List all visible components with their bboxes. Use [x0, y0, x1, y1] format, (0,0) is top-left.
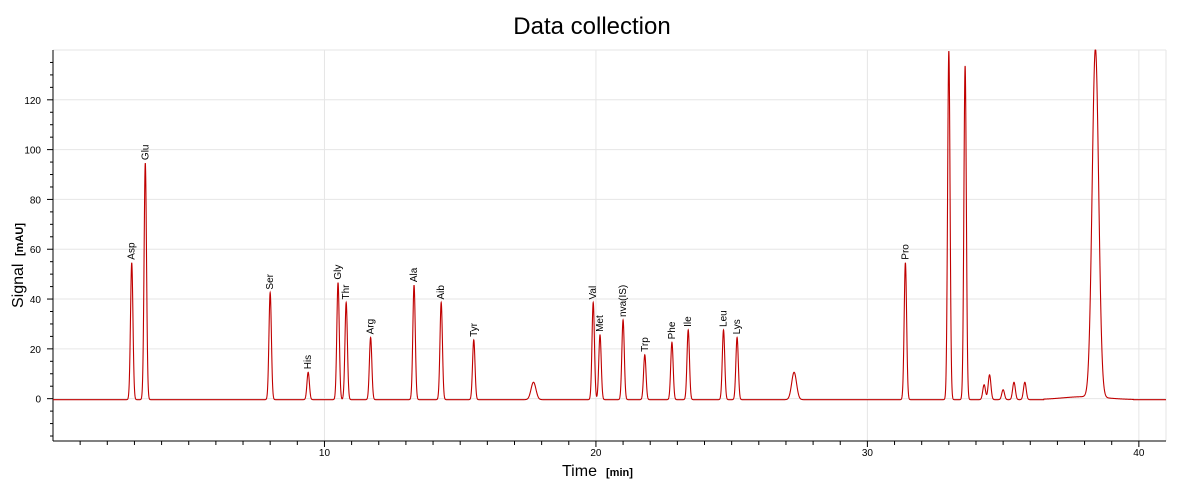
chart-title: Data collection — [513, 13, 670, 40]
signal-trace-group — [53, 49, 1166, 401]
peak-label: Lys — [732, 319, 743, 334]
peak-label: Aib — [436, 285, 447, 300]
peak-label: Met — [595, 315, 606, 332]
x-axis-title: Time [min] — [562, 463, 633, 480]
y-tick-label: 0 — [35, 395, 41, 406]
y-tick-label: 100 — [24, 146, 41, 157]
peak-label: Val — [588, 286, 599, 300]
x-tick-label: 20 — [590, 448, 602, 459]
peak-label: His — [303, 355, 314, 369]
x-tick-label: 30 — [862, 448, 874, 459]
peak-label: Ile — [683, 316, 694, 327]
grid — [53, 49, 1167, 441]
peak-label: Gly — [333, 265, 344, 280]
x-tick-label: 40 — [1133, 448, 1145, 459]
y-tick-label: 20 — [30, 345, 42, 356]
peak-label: Thr — [341, 284, 352, 300]
axes — [52, 50, 1166, 442]
tick-labels: 10 20 30 40 0 20 40 60 80 100 120 — [24, 61, 1145, 459]
peak-label: Ser — [265, 273, 276, 289]
peak-label: nva(IS) — [618, 285, 629, 317]
peak-labels: Asp Glu Ser His Gly Thr Arg Ala Aib Tyr Val Met nva(… — [127, 145, 912, 370]
peak-label: Glu — [140, 145, 151, 161]
y-tick-label: 80 — [30, 195, 42, 206]
peak-label: Tyr — [469, 322, 480, 337]
signal-trace — [53, 49, 1166, 401]
y-tick-label: 60 — [30, 245, 42, 256]
y-axis-unit: [mAU] — [14, 223, 26, 256]
y-axis-title: Signal [mAU] — [10, 223, 27, 308]
x-tick-label: 10 — [319, 448, 331, 459]
x-axis-label: Time — [562, 463, 597, 480]
peak-label: Arg — [366, 319, 377, 335]
peak-label: Trp — [640, 337, 651, 352]
y-tick-label: 120 — [24, 96, 41, 107]
peak-label: Asp — [127, 242, 138, 260]
peak-label: Pro — [900, 244, 911, 260]
x-axis-unit: [min] — [606, 467, 633, 479]
y-axis-label: Signal — [10, 264, 27, 308]
peak-label: Leu — [719, 310, 730, 327]
y-tick-label: 40 — [30, 295, 42, 306]
peak-label: Phe — [667, 321, 678, 339]
peak-label: Ala — [409, 267, 420, 282]
